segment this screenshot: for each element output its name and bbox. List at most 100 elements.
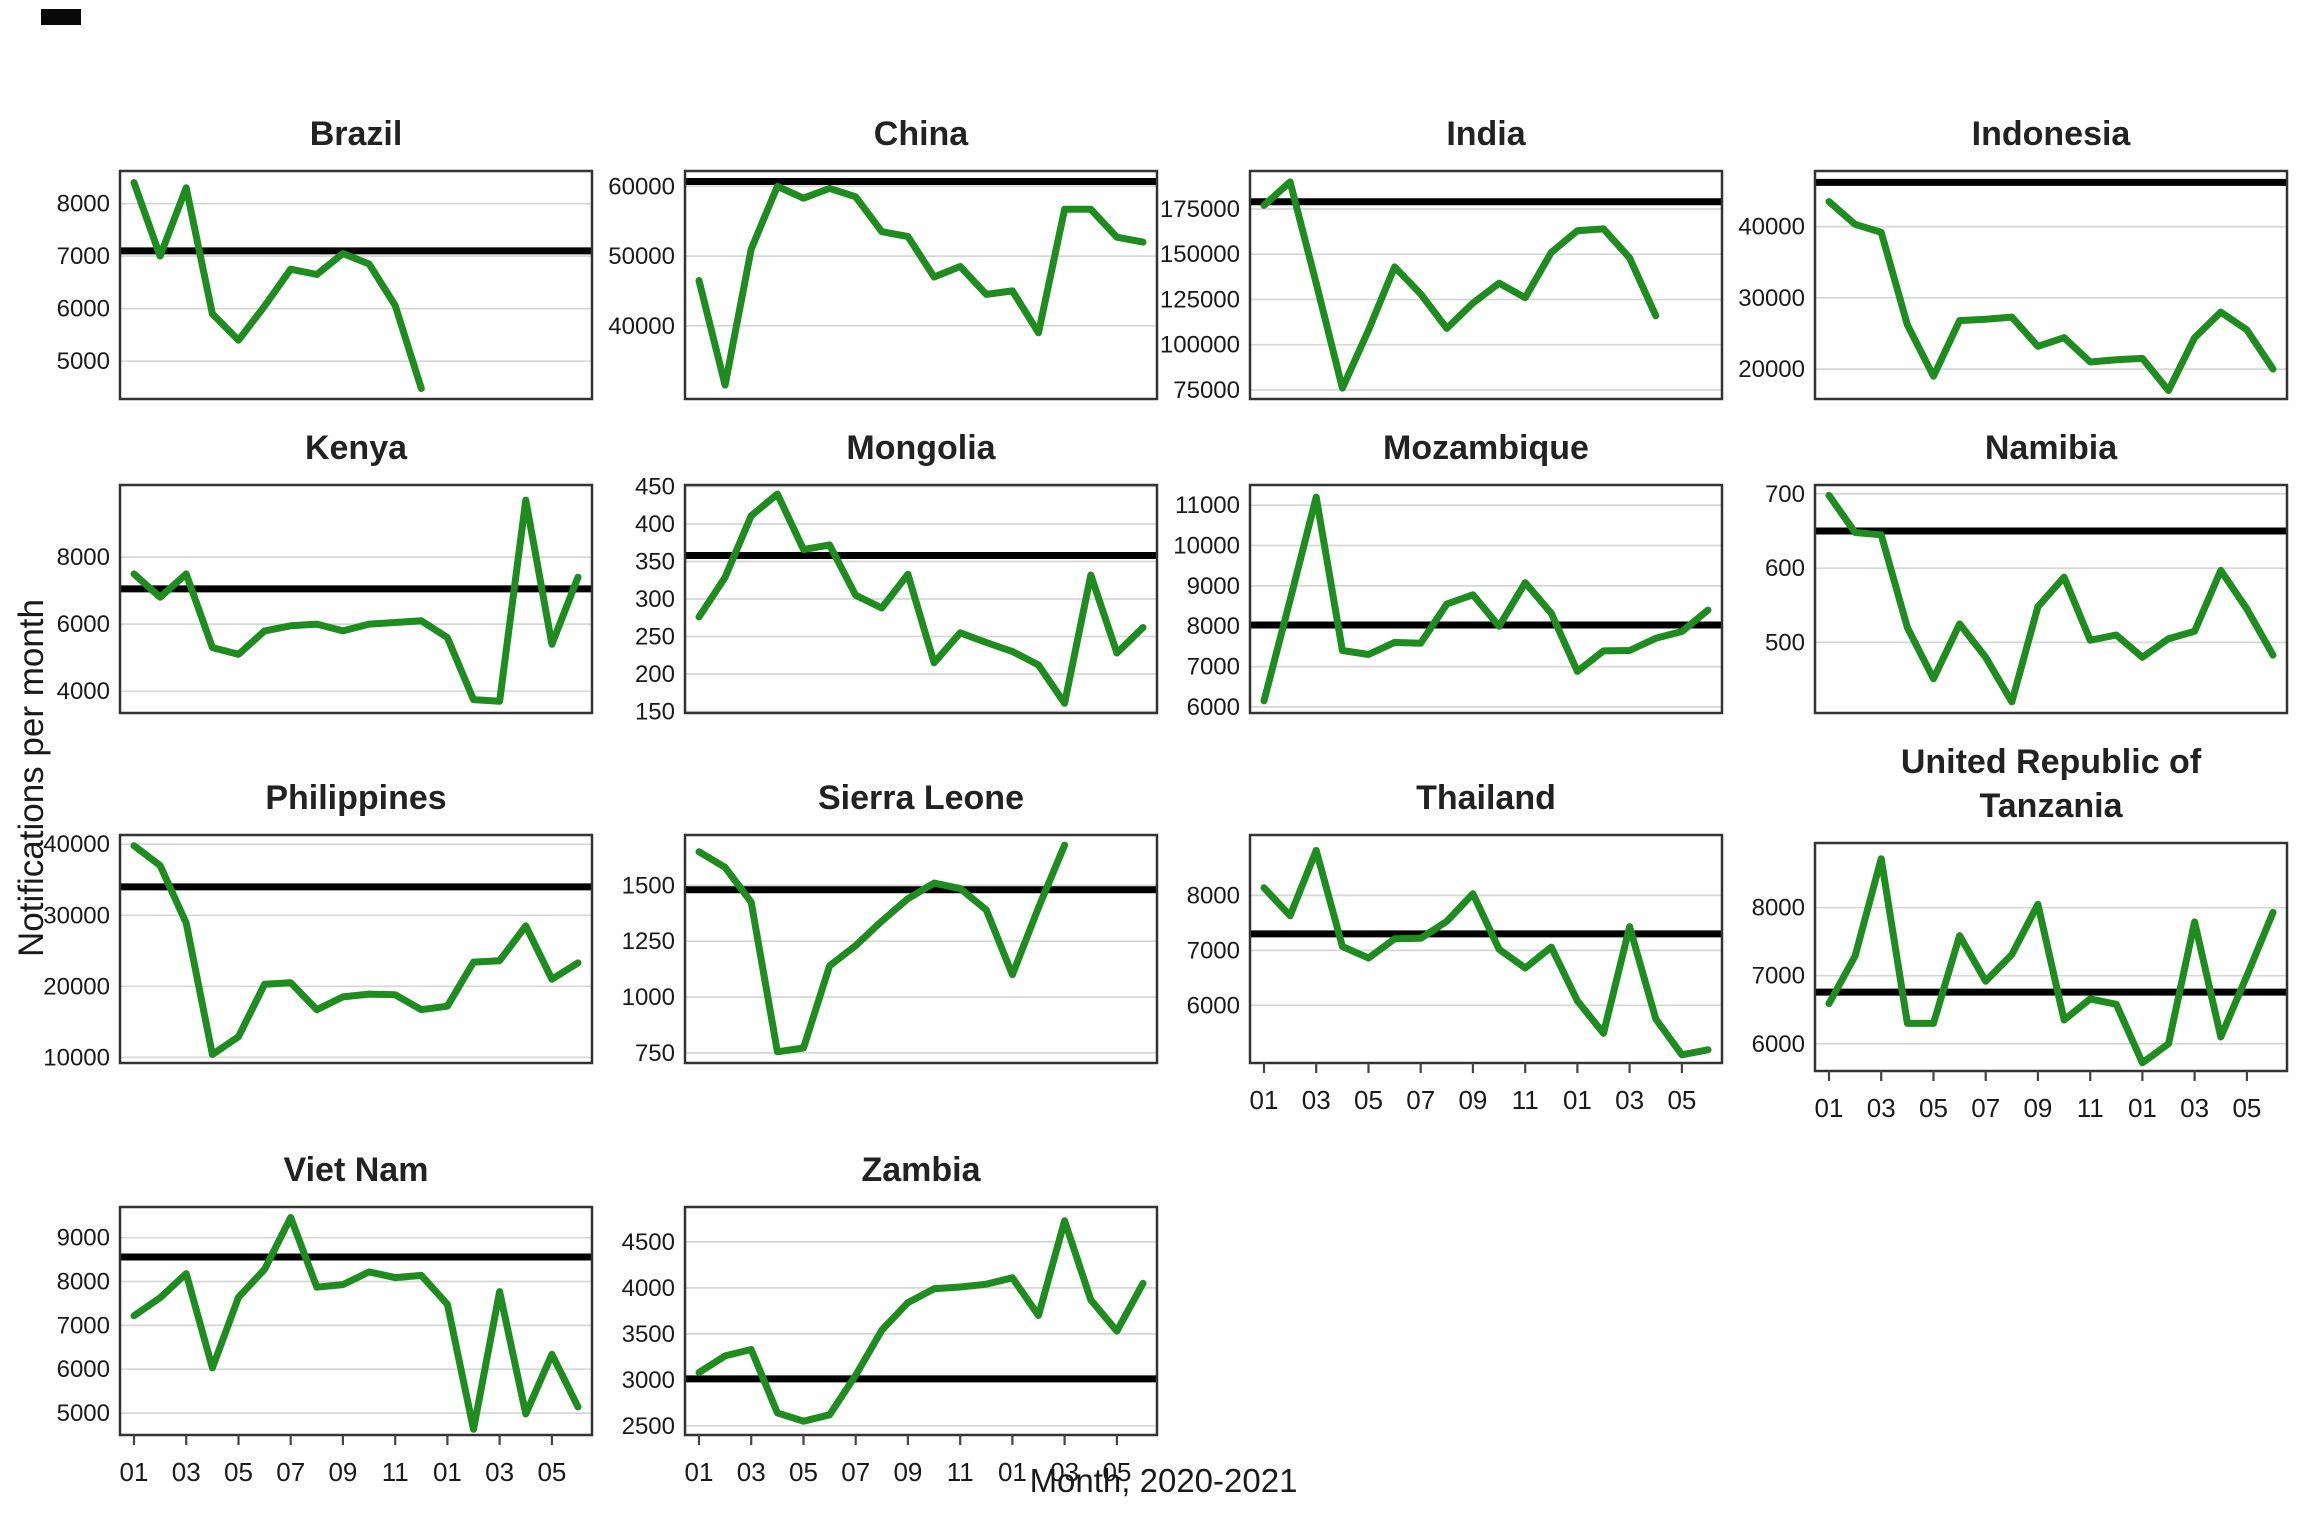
facet-india: India 75000 100000 125000 150000 175000 [1160, 112, 1726, 408]
screenshot-artifact [41, 9, 81, 25]
svg-text:10000: 10000 [1173, 533, 1240, 560]
svg-text:03: 03 [1867, 1093, 1896, 1123]
svg-text:75000: 75000 [1173, 377, 1240, 404]
facet-china: China 40000 50000 60000 [601, 112, 1161, 408]
svg-text:8000: 8000 [57, 1269, 110, 1296]
svg-text:03: 03 [1050, 1457, 1079, 1487]
svg-text:60000: 60000 [608, 173, 675, 200]
svg-text:20000: 20000 [1738, 356, 1805, 383]
facet-title: Namibia [1984, 429, 2118, 467]
svg-text:3000: 3000 [622, 1367, 675, 1394]
svg-text:8000: 8000 [57, 191, 110, 218]
facet-title: Zambia [861, 1151, 981, 1189]
svg-text:11: 11 [2077, 1093, 2104, 1123]
facet-brazil: Brazil 5000 6000 7000 8000 [36, 112, 596, 408]
svg-text:100000: 100000 [1160, 332, 1240, 359]
svg-text:700: 700 [1765, 481, 1805, 508]
svg-text:750: 750 [635, 1040, 675, 1067]
facet-zambia: Zambia 2500 3000 3500 4000 4500 01 03 05 07 09 11 0… [601, 1148, 1161, 1494]
svg-text:07: 07 [841, 1457, 870, 1487]
svg-text:9000: 9000 [1187, 573, 1240, 600]
svg-text:7000: 7000 [57, 1312, 110, 1339]
facet-viet-nam: Viet Nam 5000 6000 7000 8000 9000 01 03 05 07 09 1… [36, 1148, 596, 1494]
svg-text:05: 05 [789, 1457, 818, 1487]
facet-plot-india: 75000 100000 125000 150000 175000 [1160, 169, 1724, 404]
svg-text:6000: 6000 [57, 296, 110, 323]
facet-sierra-leone: Sierra Leone 750 1000 1250 1500 [601, 740, 1161, 1130]
svg-text:200: 200 [635, 661, 675, 688]
facet-plot-mongolia: 150 200 250 300 350 400 450 [635, 474, 1159, 726]
svg-text:01: 01 [998, 1457, 1027, 1487]
svg-text:6000: 6000 [57, 611, 110, 638]
svg-text:9000: 9000 [57, 1225, 110, 1252]
facet-grid: Brazil 5000 6000 7000 8000 China 40000 50000… [36, 112, 2291, 1494]
svg-text:50000: 50000 [608, 243, 675, 270]
svg-text:4000: 4000 [57, 678, 110, 705]
svg-text:450: 450 [635, 474, 675, 501]
svg-text:05: 05 [537, 1457, 566, 1487]
facet-plot-china: 40000 50000 60000 [608, 169, 1159, 401]
svg-text:1500: 1500 [622, 872, 675, 899]
svg-text:09: 09 [1458, 1085, 1487, 1115]
svg-text:8000: 8000 [1187, 613, 1240, 640]
svg-text:09: 09 [2023, 1093, 2052, 1123]
svg-text:6000: 6000 [1187, 992, 1240, 1019]
svg-text:03: 03 [485, 1457, 514, 1487]
svg-text:03: 03 [1615, 1085, 1644, 1115]
facet-title: Viet Nam [283, 1151, 429, 1189]
svg-text:03: 03 [172, 1457, 201, 1487]
facet-title: United Republic of Tanzania [1900, 743, 2202, 825]
svg-text:05: 05 [1102, 1457, 1131, 1487]
svg-text:01: 01 [685, 1457, 714, 1487]
facet-plot-viet-nam: 5000 6000 7000 8000 9000 01 03 05 07 09 11 01 03 05 [57, 1205, 594, 1487]
svg-text:03: 03 [737, 1457, 766, 1487]
facet-title: Sierra Leone [818, 779, 1024, 817]
svg-text:1250: 1250 [622, 928, 675, 955]
svg-text:250: 250 [635, 624, 675, 651]
facet-title: Brazil [309, 115, 403, 153]
svg-text:40000: 40000 [43, 831, 110, 858]
svg-text:7000: 7000 [1187, 654, 1240, 681]
facet-plot-zambia: 2500 3000 3500 4000 4500 01 03 05 07 09 11 01 03 05 [622, 1205, 1159, 1487]
facet-kenya: Kenya 4000 6000 8000 [36, 426, 596, 722]
svg-text:11: 11 [382, 1457, 409, 1487]
svg-text:300: 300 [635, 586, 675, 613]
svg-text:150: 150 [635, 699, 675, 726]
svg-text:175000: 175000 [1160, 196, 1240, 223]
svg-text:01: 01 [1563, 1085, 1592, 1115]
facet-tanzania: United Republic of Tanzania 6000 7000 8000… [1731, 740, 2291, 1130]
svg-text:2500: 2500 [622, 1413, 675, 1440]
facet-plot-thailand: 6000 7000 8000 01 03 05 07 09 11 01 03 05 [1187, 833, 1724, 1115]
svg-text:05: 05 [224, 1457, 253, 1487]
facet-namibia: Namibia 500 600 700 [1731, 426, 2291, 722]
svg-text:8000: 8000 [1752, 895, 1805, 922]
x-axis-title: Month, 2020-2021 [1029, 1462, 1298, 1499]
svg-text:8000: 8000 [57, 544, 110, 571]
facet-plot-philippines: 10000 20000 30000 40000 [43, 831, 594, 1071]
svg-text:30000: 30000 [43, 902, 110, 929]
svg-text:8000: 8000 [1187, 882, 1240, 909]
svg-text:7000: 7000 [57, 243, 110, 270]
facet-plot-tanzania: 6000 7000 8000 01 03 05 07 09 11 01 03 05 [1752, 841, 2289, 1123]
facet-title: Mozambique [1383, 429, 1589, 467]
svg-text:1000: 1000 [622, 984, 675, 1011]
svg-text:11: 11 [947, 1457, 974, 1487]
svg-text:125000: 125000 [1160, 287, 1240, 314]
facet-title: Thailand [1416, 779, 1556, 817]
svg-text:09: 09 [328, 1457, 357, 1487]
svg-text:6000: 6000 [1187, 694, 1240, 721]
facet-philippines: Philippines 10000 20000 30000 40000 [36, 740, 596, 1130]
svg-text:20000: 20000 [43, 973, 110, 1000]
facet-title: India [1446, 115, 1526, 153]
svg-text:350: 350 [635, 549, 675, 576]
facet-indonesia: Indonesia 20000 30000 40000 [1731, 112, 2291, 408]
svg-text:10000: 10000 [43, 1044, 110, 1071]
facet-title: Indonesia [1971, 115, 2131, 153]
svg-text:11: 11 [1512, 1085, 1539, 1115]
facet-plot-brazil: 5000 6000 7000 8000 [57, 169, 594, 401]
svg-text:6000: 6000 [57, 1356, 110, 1383]
facet-title: China [873, 115, 969, 153]
svg-text:01: 01 [2128, 1093, 2157, 1123]
svg-text:05: 05 [1919, 1093, 1948, 1123]
